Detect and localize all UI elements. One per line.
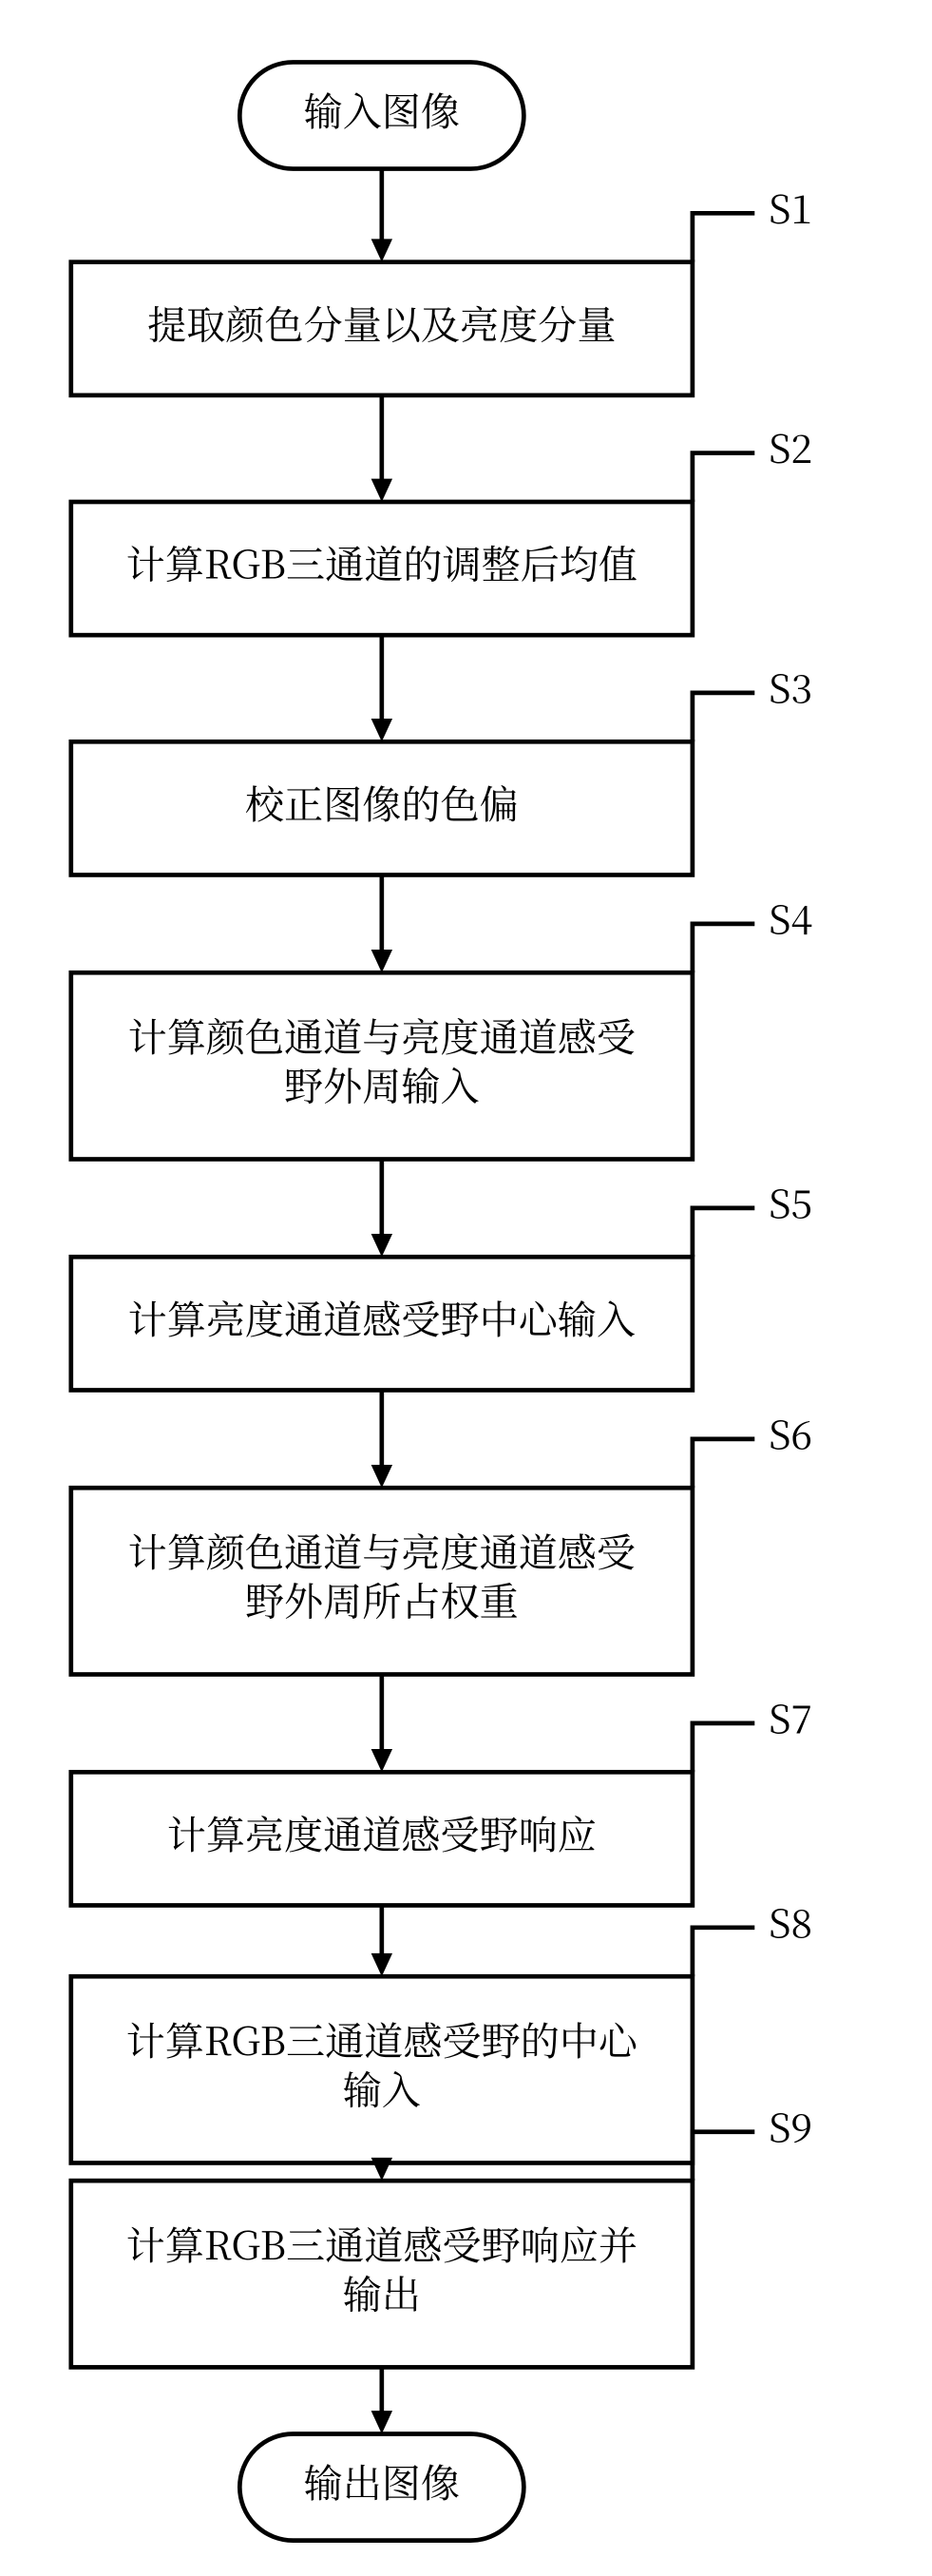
- node-text: 输入图像: [304, 81, 460, 137]
- node-text: 野外周所占权重: [245, 1571, 519, 1627]
- step-label: S2: [769, 418, 812, 474]
- node-text: 计算RGB三通道的调整后均值: [126, 534, 637, 590]
- step-label: S7: [769, 1688, 812, 1744]
- label-leader: [693, 693, 754, 741]
- node-text: 计算亮度通道感受野中心输入: [128, 1289, 636, 1345]
- node-text: 输入: [343, 2060, 421, 2116]
- label-leader: [693, 1723, 754, 1772]
- step-label: S9: [769, 2097, 812, 2153]
- step-label: S8: [769, 1893, 812, 1949]
- step-label: S5: [769, 1173, 812, 1229]
- step-label: S4: [769, 889, 812, 945]
- node-text: 计算颜色通道与亮度通道感受: [128, 1007, 636, 1063]
- node-text: 校正图像的色偏: [245, 774, 519, 830]
- node-text: 输出: [343, 2264, 421, 2320]
- label-leader: [693, 924, 754, 972]
- node-text: 计算亮度通道感受野响应: [167, 1804, 597, 1860]
- step-label: S6: [769, 1404, 812, 1460]
- label-leader: [693, 453, 754, 502]
- step-label: S3: [769, 658, 812, 714]
- step-label: S1: [769, 179, 812, 235]
- flowchart-container: 输入图像提取颜色分量以及亮度分量计算RGB三通道的调整后均值校正图像的色偏计算颜…: [0, 0, 932, 2576]
- node-text: 计算RGB三通道感受野响应并: [126, 2215, 637, 2271]
- node-text: 提取颜色分量以及亮度分量: [147, 294, 616, 350]
- node-text: 计算RGB三通道感受野的中心: [126, 2010, 639, 2067]
- label-leader: [693, 1928, 754, 1976]
- node-text: 输出图像: [304, 2452, 460, 2509]
- node-text: 计算颜色通道与亮度通道感受: [128, 1522, 636, 1578]
- label-leader: [693, 1208, 754, 1257]
- label-leader: [693, 2132, 754, 2181]
- label-leader: [693, 1439, 754, 1488]
- label-leader: [693, 213, 754, 261]
- node-text: 野外周输入: [284, 1056, 480, 1112]
